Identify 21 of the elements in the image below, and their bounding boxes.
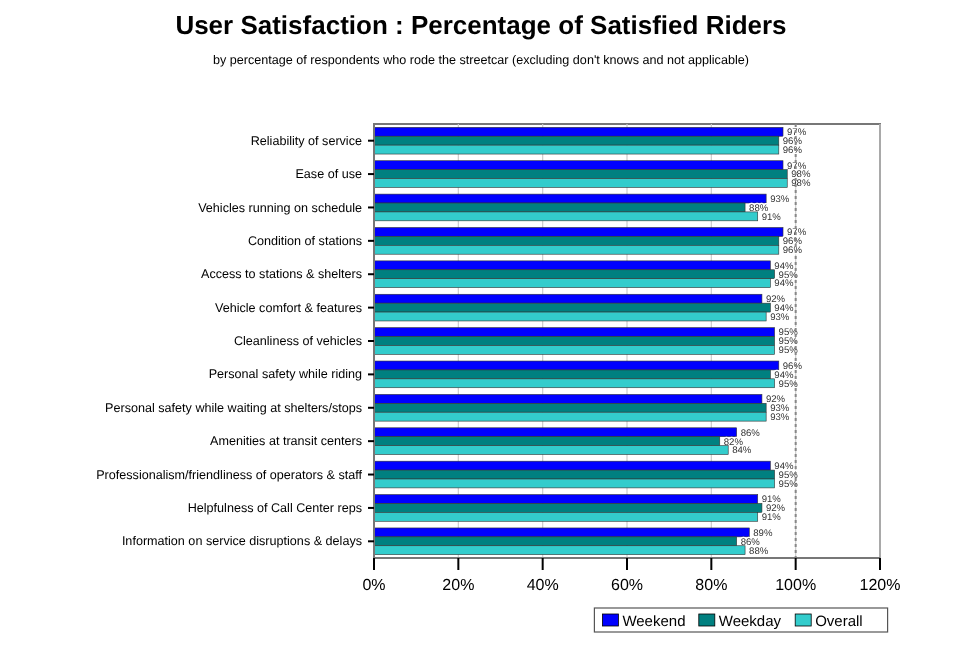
bar — [373, 160, 784, 170]
bar — [373, 327, 775, 337]
bar — [373, 227, 784, 237]
x-tick-label: 60% — [610, 576, 644, 595]
bar — [373, 360, 780, 371]
bar — [373, 311, 767, 322]
x-tick-label: 80% — [695, 576, 728, 595]
bar — [373, 144, 780, 155]
x-tick-label: 0% — [362, 576, 386, 595]
x-tick-label: 100% — [775, 576, 817, 595]
bar — [373, 394, 763, 404]
bar — [373, 193, 767, 204]
bar — [373, 260, 771, 271]
bar — [373, 411, 767, 422]
chart-title: User Satisfaction : Percentage of Satisfied Riders — [175, 10, 787, 40]
x-tick-label: 120% — [859, 576, 901, 595]
x-tick-label: 40% — [526, 576, 559, 595]
bar — [373, 527, 750, 538]
x-tick-label: 20% — [442, 576, 475, 595]
bar — [373, 127, 784, 137]
bar — [373, 427, 737, 437]
